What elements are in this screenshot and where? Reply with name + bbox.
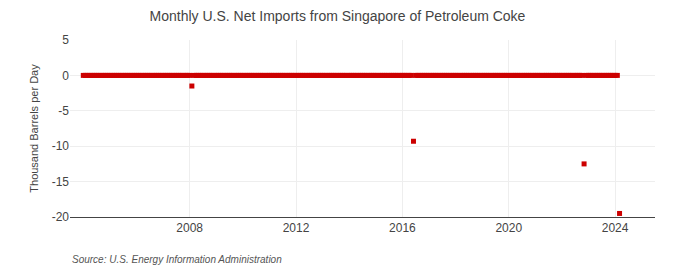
svg-text:2016: 2016	[389, 221, 416, 235]
svg-text:2020: 2020	[495, 221, 522, 235]
svg-text:-10: -10	[52, 139, 70, 153]
svg-text:Thousand Barrels per Day: Thousand Barrels per Day	[28, 64, 40, 193]
svg-text:5: 5	[62, 33, 69, 47]
svg-text:0: 0	[62, 69, 69, 83]
svg-text:2012: 2012	[283, 221, 310, 235]
svg-text:2008: 2008	[176, 221, 203, 235]
svg-text:Source: U.S. Energy Informatio: Source: U.S. Energy Information Administ…	[72, 254, 282, 265]
svg-text:-20: -20	[52, 210, 70, 224]
svg-text:2024: 2024	[602, 221, 629, 235]
svg-text:Monthly U.S. Net Imports from: Monthly U.S. Net Imports from Singapore …	[150, 8, 526, 24]
svg-text:-5: -5	[58, 104, 69, 118]
svg-text:-15: -15	[52, 175, 70, 189]
